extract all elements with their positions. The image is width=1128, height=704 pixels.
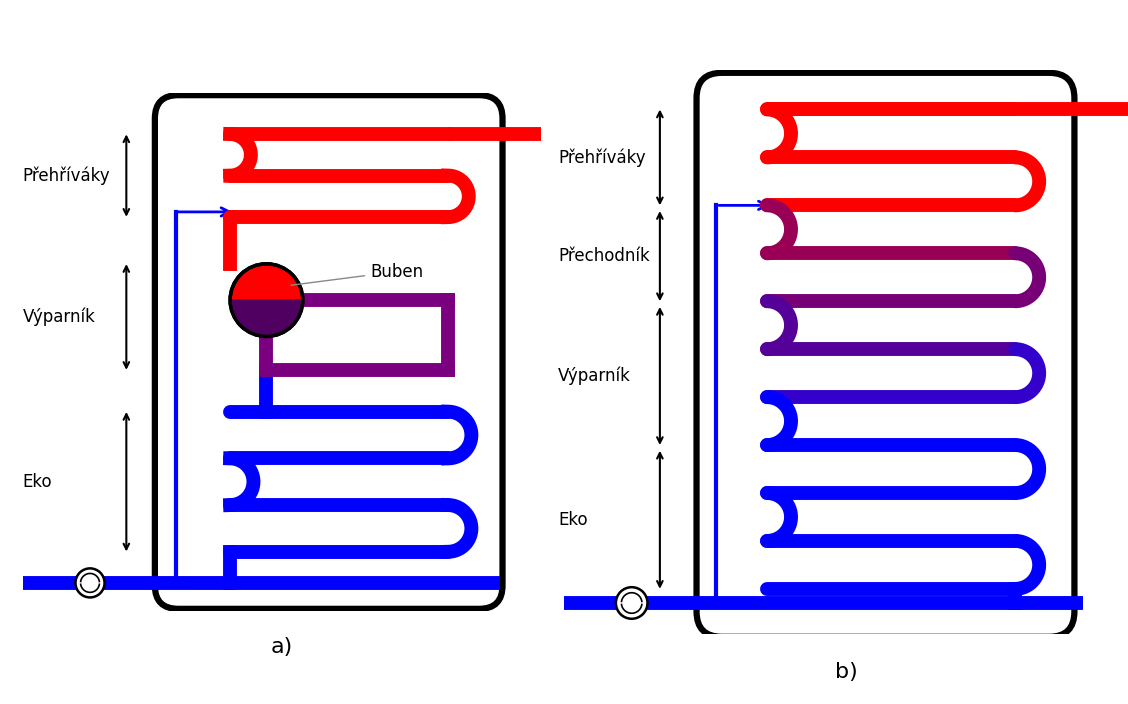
Text: a): a) (271, 637, 293, 658)
Circle shape (76, 568, 105, 598)
FancyBboxPatch shape (696, 73, 1074, 637)
Circle shape (616, 587, 647, 619)
Text: b): b) (835, 662, 857, 682)
Text: Eko: Eko (558, 511, 588, 529)
Circle shape (230, 264, 302, 337)
Text: Přechodník: Přechodník (558, 247, 650, 265)
Text: Výparník: Výparník (558, 367, 632, 385)
Polygon shape (230, 300, 302, 337)
Text: Výparník: Výparník (23, 308, 96, 326)
Text: Eko: Eko (23, 472, 52, 491)
Text: Přehříváky: Přehříváky (23, 166, 111, 185)
FancyBboxPatch shape (155, 95, 503, 609)
Text: Přehříváky: Přehříváky (558, 148, 646, 167)
Text: Buben: Buben (291, 263, 423, 285)
